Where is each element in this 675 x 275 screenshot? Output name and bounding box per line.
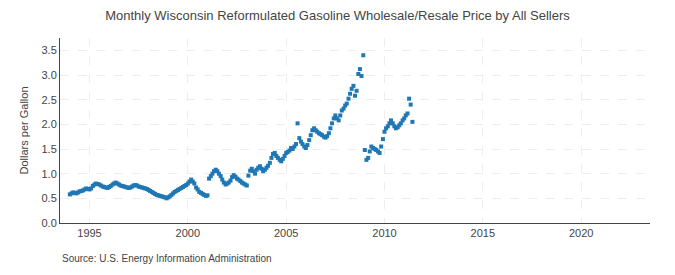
svg-text:2.0: 2.0 (42, 118, 57, 130)
svg-text:0.0: 0.0 (42, 217, 57, 229)
svg-text:2005: 2005 (274, 227, 298, 239)
svg-text:Dollars per Gallon: Dollars per Gallon (18, 86, 30, 174)
svg-text:1.0: 1.0 (42, 168, 57, 180)
svg-text:2020: 2020 (569, 227, 593, 239)
svg-text:1.5: 1.5 (42, 143, 57, 155)
svg-text:Source: U.S. Energy Informatio: Source: U.S. Energy Information Administ… (62, 253, 272, 264)
svg-text:2000: 2000 (176, 227, 200, 239)
svg-text:3.0: 3.0 (42, 69, 57, 81)
svg-text:1995: 1995 (77, 227, 101, 239)
svg-text:2015: 2015 (471, 227, 495, 239)
svg-text:2010: 2010 (372, 227, 396, 239)
svg-text:2.5: 2.5 (42, 94, 57, 106)
svg-text:0.5: 0.5 (42, 192, 57, 204)
svg-text:3.5: 3.5 (42, 44, 57, 56)
svg-text:Monthly Wisconsin Reformulated: Monthly Wisconsin Reformulated Gasoline … (105, 8, 570, 23)
